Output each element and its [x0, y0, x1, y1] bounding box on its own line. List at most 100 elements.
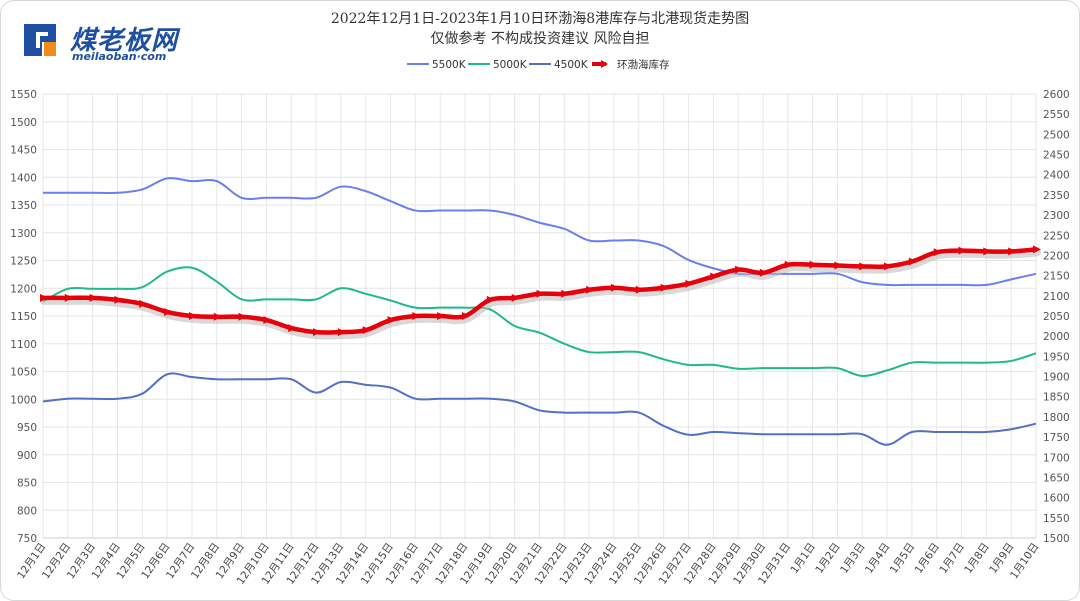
left-axis-tick-label: 1550: [10, 89, 37, 101]
series-point-inventory: [735, 265, 744, 274]
series-point-inventory: [188, 312, 197, 320]
series-point-inventory: [114, 295, 123, 304]
series-point-inventory: [933, 248, 942, 257]
left-axis-tick-label: 1300: [10, 228, 37, 240]
series-point-inventory: [89, 293, 98, 302]
series-point-inventory: [884, 262, 893, 271]
x-axis-tick-label: 1月1日: [788, 541, 818, 576]
series-point-inventory: [263, 316, 272, 325]
right-axis-tick-label: 1700: [1043, 452, 1070, 464]
right-axis-tick-label: 2550: [1043, 109, 1070, 121]
series-point-inventory: [536, 289, 545, 298]
right-axis-tick-label: 1750: [1043, 432, 1070, 444]
series-point-inventory: [387, 316, 396, 325]
series-point-inventory: [40, 293, 48, 302]
series-point-inventory: [1033, 245, 1041, 254]
legend-swatch-arrow: [601, 60, 608, 68]
legend-label: 环渤海库存: [617, 58, 670, 71]
series-point-inventory: [908, 257, 917, 266]
x-axis-tick-label: 1月2日: [813, 541, 843, 576]
right-axis-tick-label: 2500: [1043, 129, 1070, 141]
series-point-inventory: [660, 283, 669, 292]
right-axis-tick-label: 1900: [1043, 372, 1070, 384]
series-point-inventory: [139, 299, 148, 308]
series-point-inventory: [759, 268, 768, 277]
right-axis-tick-label: 2100: [1043, 291, 1070, 303]
left-axis-tick-label: 1000: [10, 394, 37, 406]
right-axis-tick-label: 1950: [1043, 351, 1070, 363]
left-axis-tick-label: 1200: [10, 283, 37, 295]
right-axis-tick-label: 2000: [1043, 331, 1070, 343]
left-axis-tick-label: 1150: [10, 311, 37, 323]
series-point-inventory: [784, 260, 793, 269]
series-point-inventory: [288, 324, 297, 333]
legend-label: 5000K: [493, 59, 528, 71]
series-point-inventory: [238, 312, 247, 321]
right-axis-tick-label: 1600: [1043, 493, 1070, 505]
series-point-inventory: [213, 312, 222, 321]
series-line-shadow: [40, 248, 1041, 340]
left-axis-tick-label: 1350: [10, 200, 37, 212]
series-point-inventory: [685, 279, 694, 288]
chart-title: 2022年12月1日-2023年1月10日环渤海8港库存与北港现货走势图: [330, 11, 750, 27]
chart-subtitle: 仅做参考 不构成投资建议 风险自担: [430, 31, 650, 47]
right-axis-tick-label: 2050: [1043, 311, 1070, 323]
series-point-inventory: [561, 289, 570, 298]
right-axis-tick-label: 2300: [1043, 210, 1070, 222]
series-point-inventory: [437, 312, 446, 320]
right-axis-tick-label: 2150: [1043, 271, 1070, 283]
series-point-inventory: [486, 295, 495, 304]
left-axis-tick-label: 850: [17, 478, 37, 490]
series-point-inventory: [983, 247, 992, 256]
series-point-inventory: [958, 246, 967, 255]
right-axis-tick-label: 2400: [1043, 170, 1070, 182]
left-axis-tick-label: 1250: [10, 256, 37, 268]
series-point-inventory: [412, 312, 421, 320]
right-axis-tick-label: 2600: [1043, 89, 1070, 101]
series-point-inventory: [635, 285, 644, 294]
x-axis-tick-label: 1月6日: [913, 541, 943, 576]
left-axis-tick-label: 1500: [10, 117, 37, 129]
right-axis-tick-label: 1850: [1043, 392, 1070, 404]
right-axis-tick-label: 1500: [1043, 533, 1070, 545]
right-axis-tick-label: 1550: [1043, 513, 1070, 525]
series-point-inventory: [859, 262, 868, 271]
series-point-inventory: [511, 293, 520, 302]
left-axis-tick-label: 1050: [10, 367, 37, 379]
right-axis-tick-label: 1650: [1043, 472, 1070, 484]
right-axis-tick-label: 2450: [1043, 150, 1070, 162]
brand-name: 煤老板网: [70, 26, 179, 56]
series-point-inventory: [64, 293, 73, 302]
series-point-inventory: [462, 312, 471, 320]
series-point-inventory: [362, 326, 371, 335]
series-point-inventory: [313, 328, 322, 337]
brand-domain: meilaoban·com: [72, 50, 167, 63]
series-line-5500k: [43, 177, 1037, 287]
left-axis-tick-label: 1400: [10, 172, 37, 184]
series-point-inventory: [710, 272, 719, 281]
x-axis-tick-label: 1月8日: [962, 541, 992, 576]
series-line-5000k: [42, 266, 1037, 377]
x-axis-tick-label: 1月4日: [863, 541, 893, 576]
legend-label: 5500K: [432, 59, 467, 71]
right-axis-tick-label: 1800: [1043, 412, 1070, 424]
x-axis-tick-label: 1月5日: [888, 541, 918, 576]
series-point-inventory: [809, 260, 818, 269]
series-point-inventory: [164, 307, 173, 316]
series-point-inventory: [1008, 247, 1017, 256]
brand-mark-icon: [24, 24, 56, 56]
legend-label: 4500K: [554, 59, 589, 71]
series-point-inventory: [610, 283, 619, 292]
right-axis-tick-label: 2200: [1043, 250, 1070, 262]
series-point-inventory: [834, 261, 843, 270]
right-axis-tick-label: 2250: [1043, 230, 1070, 242]
left-axis-tick-label: 900: [17, 450, 37, 462]
left-axis-tick-label: 950: [17, 422, 37, 434]
series-point-inventory: [337, 328, 346, 337]
left-axis-tick-label: 750: [17, 533, 37, 545]
left-axis-tick-label: 800: [17, 505, 37, 517]
right-axis-tick-label: 2350: [1043, 190, 1070, 202]
x-axis-tick-label: 1月7日: [937, 541, 967, 576]
brand-logo: 煤老板网 meilaoban·com: [22, 22, 222, 64]
